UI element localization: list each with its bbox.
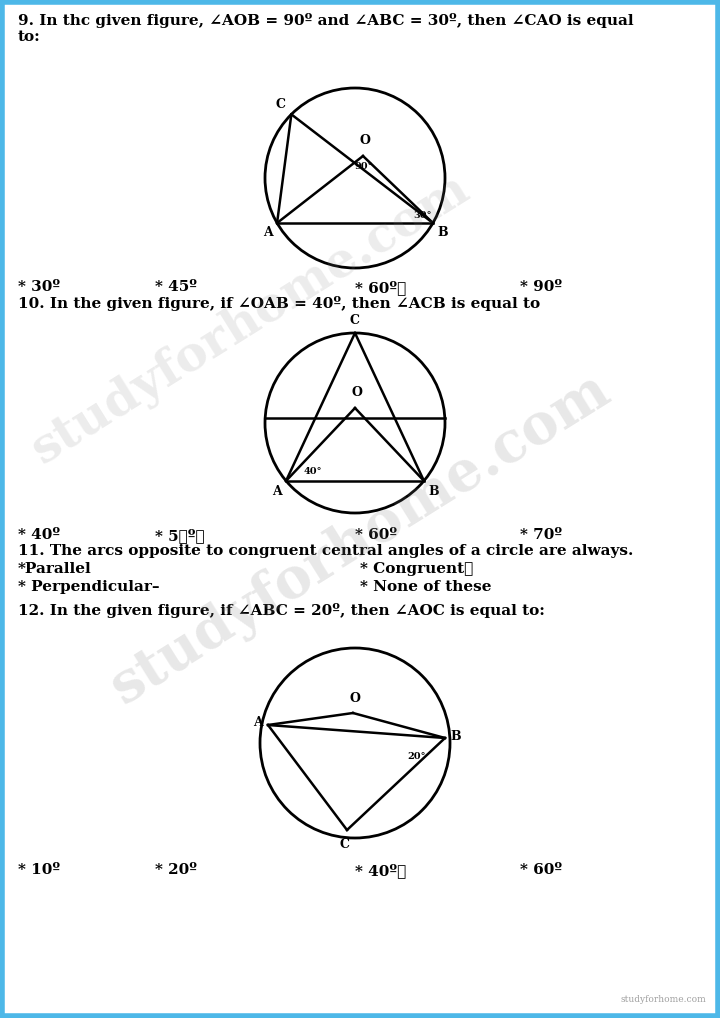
Text: O: O: [350, 692, 361, 705]
Text: 90°: 90°: [355, 162, 373, 171]
Text: * 60º: * 60º: [520, 863, 562, 876]
Text: 20°: 20°: [408, 752, 426, 761]
Text: C: C: [275, 99, 285, 111]
Text: 10. In the given figure, if ∠OAB = 40º, then ∠ACB is equal to: 10. In the given figure, if ∠OAB = 40º, …: [18, 296, 540, 312]
Text: * 30º: * 30º: [18, 280, 60, 294]
Text: * 40º✓: * 40º✓: [355, 863, 406, 878]
Text: * None of these: * None of these: [360, 580, 492, 593]
Text: studyforhome.com: studyforhome.com: [100, 361, 620, 715]
Text: *Parallel: *Parallel: [18, 562, 91, 576]
Text: * 90º: * 90º: [520, 280, 562, 294]
Text: C: C: [340, 838, 350, 851]
Text: studyforhome.com: studyforhome.com: [620, 995, 706, 1004]
Text: studyforhome.com: studyforhome.com: [22, 164, 478, 472]
Text: * 45º: * 45º: [155, 280, 197, 294]
Text: * 10º: * 10º: [18, 863, 60, 876]
Text: * Congruent✓: * Congruent✓: [360, 562, 473, 576]
Text: * Perpendicular–: * Perpendicular–: [18, 580, 160, 593]
Text: * 60º✓: * 60º✓: [355, 280, 406, 295]
Text: 12. In the given figure, if ∠ABC = 20º, then ∠AOC is equal to:: 12. In the given figure, if ∠ABC = 20º, …: [18, 603, 545, 618]
Text: 11. The arcs opposite to congruent central angles of a circle are always.: 11. The arcs opposite to congruent centr…: [18, 544, 634, 558]
Text: 9. In thc given figure, ∠AOB = 90º and ∠ABC = 30º, then ∠CAO is equal
to:: 9. In thc given figure, ∠AOB = 90º and ∠…: [18, 13, 634, 44]
Text: * 60º: * 60º: [355, 528, 397, 542]
Text: B: B: [450, 730, 461, 742]
Text: B: B: [428, 485, 438, 498]
Text: 30°: 30°: [413, 211, 431, 220]
Text: A: A: [272, 485, 282, 498]
Text: O: O: [351, 386, 362, 399]
Text: * 70º: * 70º: [520, 528, 562, 542]
Text: O: O: [359, 134, 370, 147]
Text: 40°: 40°: [304, 467, 323, 475]
Text: * 20º: * 20º: [155, 863, 197, 876]
Text: B: B: [437, 226, 448, 239]
Text: A: A: [253, 717, 263, 730]
Text: * 40º: * 40º: [18, 528, 60, 542]
Text: C: C: [350, 314, 360, 327]
Text: * 5ℓº✓: * 5ℓº✓: [155, 528, 204, 543]
Text: A: A: [264, 226, 273, 239]
